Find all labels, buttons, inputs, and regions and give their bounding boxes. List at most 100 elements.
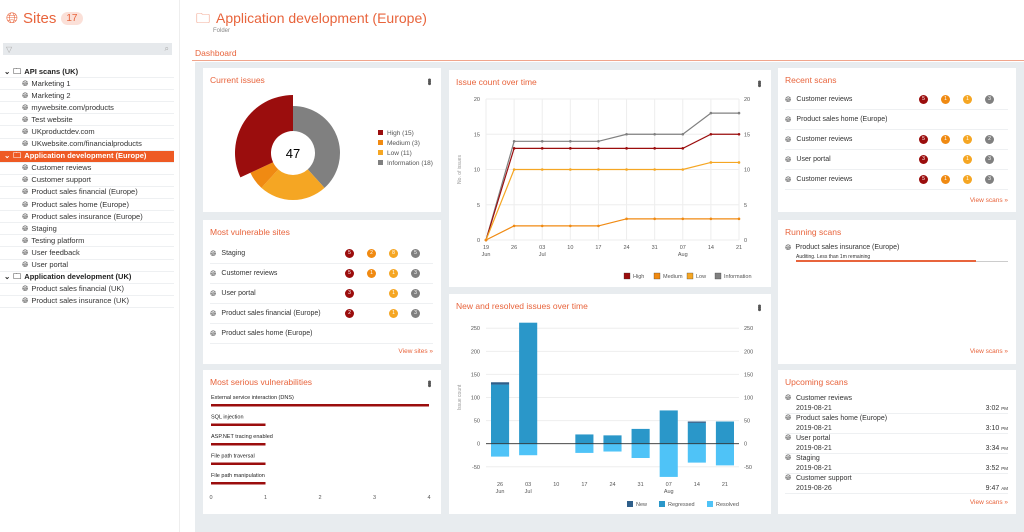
- tree-site[interactable]: 🌐︎ Testing platform: [0, 235, 174, 248]
- list-item[interactable]: 🌐︎ Staging: [210, 244, 433, 264]
- filter-icon[interactable]: ▽: [6, 44, 13, 54]
- tree-site[interactable]: 🌐︎ UKwebsite.com/financialproducts: [0, 139, 174, 151]
- tree-site[interactable]: 🌐︎ Marketing 2: [0, 90, 174, 103]
- scan-date: 2019-08-26: [796, 485, 832, 492]
- list-item[interactable]: 🌐︎ Customer reviews: [785, 130, 1008, 150]
- legend-label: Information: [724, 274, 752, 280]
- scan-time: 3:10 PM: [986, 425, 1008, 433]
- bar-regressed: [687, 422, 706, 444]
- list-item[interactable]: 🌐︎ Customer reviews: [210, 264, 433, 284]
- list-item[interactable]: 🌐︎ Product sales home (Europe): [785, 110, 1008, 130]
- tree-site[interactable]: 🌐︎ Staging: [0, 223, 174, 236]
- tree-site[interactable]: 🌐︎ Product sales financial (Europe): [0, 187, 174, 200]
- tree-label: Application development (UK): [24, 272, 132, 282]
- y-axis-label: No. of issues: [457, 155, 463, 184]
- more-options-icon[interactable]: •••: [423, 78, 435, 84]
- tree-site[interactable]: 🌐︎ User feedback: [0, 247, 174, 260]
- page-subtitle: Folder: [213, 28, 231, 34]
- data-point: [625, 168, 628, 171]
- more-options-icon[interactable]: •••: [753, 304, 765, 310]
- bar-resolved: [519, 443, 538, 456]
- running-scan-item[interactable]: 🌐︎ Product sales insurance (Europe): [785, 243, 899, 252]
- scan-date: 2019-08-21: [796, 465, 832, 472]
- series-line-medium: [485, 218, 739, 241]
- globe-icon: 🌐︎: [22, 235, 29, 245]
- globe-icon: 🌐︎: [22, 175, 29, 185]
- view-scans-link[interactable]: View scans »: [969, 348, 1008, 355]
- more-options-icon[interactable]: •••: [423, 380, 435, 386]
- issue-count-badge: 3: [985, 155, 994, 164]
- list-item[interactable]: 🌐︎ User portal: [210, 284, 433, 304]
- tree-folder[interactable]: ⌄ 🗀 API scans (UK): [0, 66, 174, 79]
- donut-chart: 47 High (15) Medium (3) Low (11) Information…: [235, 95, 433, 200]
- bar-regressed: [519, 322, 538, 444]
- tree-label: Marketing 2: [31, 90, 71, 100]
- more-options-icon[interactable]: •••: [753, 80, 765, 86]
- search-icon[interactable]: ⌕: [164, 44, 169, 53]
- x-tick-label: 17: [581, 482, 587, 488]
- x-tick-label: 03: [525, 482, 531, 488]
- tree-site[interactable]: 🌐︎ UKproductdev.com: [0, 126, 174, 139]
- donut-total: 47: [286, 146, 300, 161]
- hbar: [211, 482, 266, 485]
- tree-site[interactable]: 🌐︎ Product sales insurance (UK): [0, 296, 174, 308]
- tree-site[interactable]: 🌐︎ Test website: [0, 114, 174, 127]
- x-tick-label: 31: [638, 482, 644, 488]
- data-point: [512, 147, 516, 150]
- issue-count-badge: 5: [919, 175, 928, 184]
- tree-site[interactable]: 🌐︎ Product sales insurance (Europe): [0, 211, 174, 224]
- issue-count-badge: 1: [963, 135, 972, 144]
- globe-icon: 🌐︎: [785, 413, 792, 422]
- time-value: 3:10: [985, 425, 1002, 432]
- upcoming-scan-item[interactable]: 🌐︎ Customer support 2019-08-26 9:47 AM: [785, 474, 1008, 494]
- data-point: [569, 168, 572, 171]
- tree-folder[interactable]: ⌄ 🗀 Application development (Europe): [0, 150, 174, 163]
- list-item[interactable]: 🌐︎ Customer reviews: [785, 170, 1008, 190]
- tree-site[interactable]: 🌐︎ Customer reviews: [0, 163, 174, 175]
- view-scans-link[interactable]: View scans »: [969, 197, 1008, 204]
- tree-folder[interactable]: ⌄ 🗀 Application development (UK): [0, 272, 174, 284]
- tree-label: API scans (UK): [24, 66, 79, 76]
- data-point: [681, 217, 685, 221]
- scan-time: 3:34 PM: [986, 445, 1008, 453]
- tree-site[interactable]: 🌐︎ Customer support: [0, 175, 174, 187]
- tree-site[interactable]: 🌐︎ Product sales home (Europe): [0, 199, 174, 212]
- upcoming-scan-item[interactable]: 🌐︎ Product sales home (Europe) 2019-08-21 3…: [785, 414, 1008, 434]
- data-point: [484, 238, 488, 242]
- page-title-text: Application development (Europe): [216, 10, 427, 26]
- y-tick-label: 10: [474, 168, 480, 174]
- site-search-input[interactable]: ▽ ⌕: [3, 43, 172, 55]
- issue-count-badge: 3: [985, 95, 994, 104]
- folder-icon: 🗀: [13, 66, 22, 76]
- data-point: [737, 111, 741, 115]
- hbar: [211, 462, 266, 465]
- folder-icon: 🗀: [13, 151, 22, 161]
- tree-site[interactable]: 🌐︎ User portal: [0, 260, 174, 272]
- legend-swatch: [623, 272, 631, 280]
- upcoming-scan-item[interactable]: 🌐︎ User portal 2019-08-21 3:34 PM: [785, 434, 1008, 454]
- bar-regressed: [491, 384, 510, 444]
- legend-label: Medium (3): [387, 140, 420, 147]
- list-item[interactable]: 🌐︎ User portal: [785, 150, 1008, 170]
- upcoming-scan-item[interactable]: 🌐︎ Staging 2019-08-21 3:52 PM: [785, 454, 1008, 474]
- upcoming-scan-item[interactable]: 🌐︎ Customer reviews 2019-08-21 3:02 PM: [785, 394, 1008, 414]
- site-name: User portal: [796, 156, 831, 163]
- tree-site[interactable]: 🌐︎ Product sales financial (UK): [0, 284, 174, 296]
- tab-dashboard[interactable]: Dashboard: [195, 48, 237, 58]
- y-tick-label: 15: [474, 132, 480, 138]
- globe-icon: 🌐︎: [22, 284, 29, 294]
- view-sites-link[interactable]: View sites »: [398, 348, 433, 355]
- data-point: [512, 224, 516, 228]
- tree-site[interactable]: 🌐︎ mywebsite.com/products: [0, 102, 174, 115]
- x-tick-label: 10: [567, 245, 573, 251]
- tree-site[interactable]: 🌐︎ Marketing 1: [0, 78, 174, 91]
- list-item[interactable]: 🌐︎ Product sales home (Europe): [210, 324, 433, 344]
- legend-label: New: [636, 502, 647, 508]
- pie-slice-information: [293, 106, 340, 188]
- list-item[interactable]: 🌐︎ Product sales financial (Europe): [210, 304, 433, 324]
- legend-swatch: [714, 272, 722, 280]
- bar-label: External service interaction (DNS): [211, 395, 294, 401]
- list-item[interactable]: 🌐︎ Customer reviews: [785, 90, 1008, 110]
- view-scans-link[interactable]: View scans »: [969, 499, 1008, 506]
